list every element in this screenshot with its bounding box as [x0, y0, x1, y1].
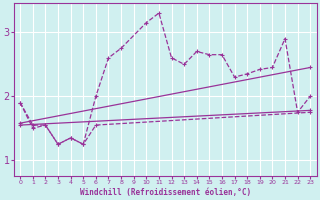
- X-axis label: Windchill (Refroidissement éolien,°C): Windchill (Refroidissement éolien,°C): [80, 188, 251, 197]
